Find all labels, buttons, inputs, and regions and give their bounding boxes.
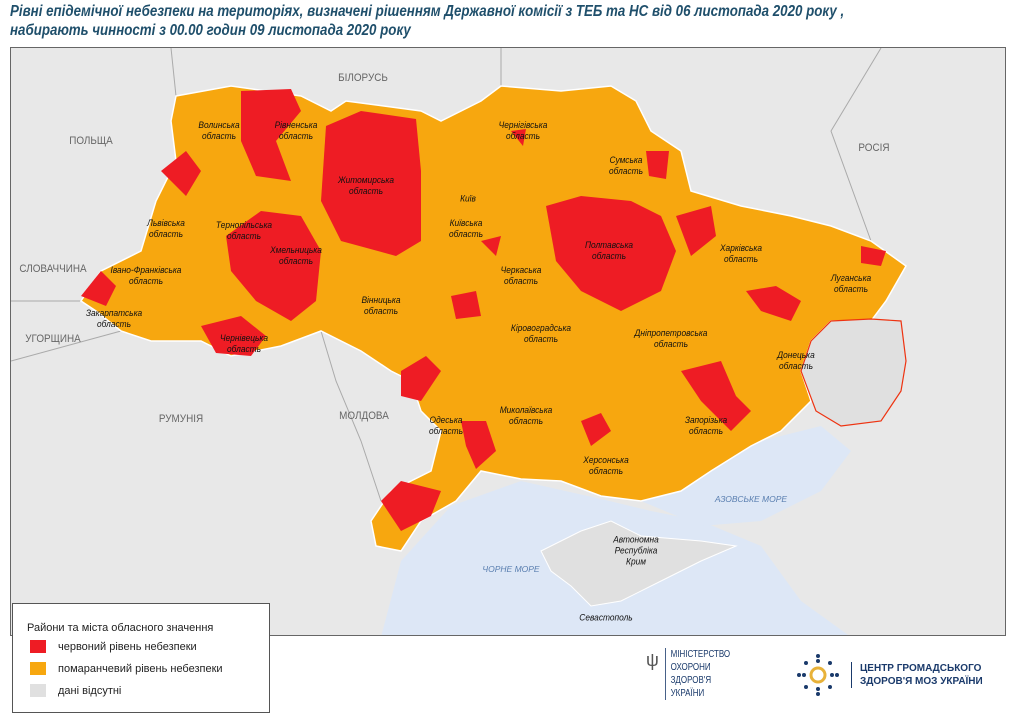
ukraine-territory <box>79 85 907 552</box>
red-zone <box>861 246 886 266</box>
red-zone <box>676 206 716 256</box>
red-zone <box>226 211 321 321</box>
moz-line: ОХОРОНИ <box>670 662 711 673</box>
orange-swatch <box>30 662 46 675</box>
red-swatch <box>30 640 46 653</box>
oblast-label: Полтавська область <box>584 240 634 262</box>
legend-title: Райони та міста обласного значення <box>27 622 214 634</box>
moz-line: УКРАЇНИ <box>670 688 705 699</box>
oblast-label: Чернівецька область <box>219 333 269 355</box>
oblast-label: Черкаська область <box>500 265 542 287</box>
oblast-label: Івано-Франківська область <box>110 265 182 287</box>
moz-line: ЗДОРОВ'Я <box>670 675 711 686</box>
oblast-label: Рівненська область <box>274 120 318 142</box>
red-zone <box>681 361 751 431</box>
cph-text: ЦЕНТР ГРОМАДСЬКОГО ЗДОРОВ'Я МОЗ УКРАЇНИ <box>851 662 983 688</box>
moz-logo: ψ МІНІСТЕРСТВО ОХОРОНИ ЗДОРОВ'Я УКРАЇНИ <box>646 648 746 700</box>
red-zone <box>401 356 441 401</box>
gray-swatch <box>30 684 46 697</box>
cph-emblem-icon <box>797 654 839 696</box>
red-zones <box>81 89 886 531</box>
oblast-label: Хмельницька область <box>270 245 322 267</box>
moz-line: МІНІСТЕРСТВО <box>670 649 731 660</box>
ukraine-map: БІЛОРУСЬ ПОЛЬЩА РОСІЯ СЛОВАЧЧИНА УГОРЩИН… <box>10 47 1006 636</box>
oblast-label: Вінницька область <box>361 295 401 317</box>
legend-item-no-data: дані відсутні <box>30 684 121 697</box>
oblast-label: Миколаївська область <box>499 405 553 427</box>
red-zone <box>201 316 266 356</box>
moz-text: МІНІСТЕРСТВО ОХОРОНИ ЗДОРОВ'Я УКРАЇНИ <box>664 648 731 700</box>
red-zone <box>481 236 501 256</box>
map-title: Рівні епідемічної небезпеки на територія… <box>10 2 844 40</box>
cph-line: ЗДОРОВ'Я МОЗ УКРАЇНИ <box>860 676 983 687</box>
map-svg <box>11 48 1005 635</box>
oblast-label: Одеська область <box>428 415 464 437</box>
red-zone <box>581 413 611 446</box>
oblast-label: Житомирська область <box>337 175 395 197</box>
oblast-label: Кіровоградська область <box>510 323 572 345</box>
oblast-label: Луганська область <box>830 273 872 295</box>
country-label: ПОЛЬЩА <box>69 135 113 147</box>
oblast-label: Закарпатська область <box>85 308 143 330</box>
red-zone <box>81 271 116 306</box>
oblast-label: Волинська область <box>198 120 240 142</box>
crimea-label: Автономна Республіка Крим <box>613 534 659 568</box>
legend: Райони та міста обласного значення черво… <box>12 603 270 713</box>
oblast-label: Запорізька область <box>684 415 728 437</box>
sevastopol-label: Севастополь <box>579 612 633 624</box>
red-zone <box>161 151 201 196</box>
red-zone <box>546 196 676 311</box>
red-zone <box>451 291 481 319</box>
country-label: УГОРЩИНА <box>25 333 81 345</box>
trident-icon: ψ <box>646 650 659 670</box>
country-borders <box>11 48 882 502</box>
oblast-label: Тернопільська область <box>215 220 273 242</box>
oblast-label: Чернігівська область <box>498 120 548 142</box>
sea-label: ЧОРНЕ МОРЕ <box>482 564 540 574</box>
country-label: МОЛДОВА <box>339 410 389 422</box>
country-label: СЛОВАЧЧИНА <box>19 263 87 275</box>
azov-sea <box>641 426 851 526</box>
country-label: РОСІЯ <box>858 142 890 154</box>
oblast-label: Донецька область <box>777 350 815 372</box>
no-data-east <box>800 318 907 427</box>
oblast-label: Сумська область <box>608 155 644 177</box>
legend-label: помаранчевий рівень небезпеки <box>58 662 223 675</box>
red-zone <box>321 111 421 256</box>
legend-label: червоний рівень небезпеки <box>58 640 197 653</box>
cph-logo: ЦЕНТР ГРОМАДСЬКОГО ЗДОРОВ'Я МОЗ УКРАЇНИ <box>795 652 983 698</box>
legend-label: дані відсутні <box>58 684 122 697</box>
oblast-label: Дніпропетровська область <box>634 328 708 350</box>
no-data-crimea <box>540 520 738 607</box>
oblast-label: Київська область <box>448 218 484 240</box>
country-label: БІЛОРУСЬ <box>338 72 388 84</box>
country-label: РУМУНІЯ <box>158 413 204 425</box>
red-zone <box>381 481 441 531</box>
kyiv-label: Київ <box>460 193 476 205</box>
oblast-label: Херсонська область <box>583 455 629 477</box>
red-zone <box>746 286 801 321</box>
oblast-label: Львівська область <box>147 218 185 240</box>
oblast-label: Харківська область <box>719 243 763 265</box>
legend-item-red: червоний рівень небезпеки <box>30 640 197 653</box>
red-zone <box>646 151 669 179</box>
red-zone <box>241 89 301 181</box>
sea-label: АЗОВСЬКЕ МОРЕ <box>714 494 788 504</box>
title-line-1: Рівні епідемічної небезпеки на територія… <box>10 3 845 20</box>
red-zone <box>461 421 496 469</box>
title-line-2: набирають чинності з 00.00 годин 09 лист… <box>10 22 411 39</box>
red-zone <box>511 129 526 146</box>
cph-line: ЦЕНТР ГРОМАДСЬКОГО <box>860 663 982 674</box>
legend-item-orange: помаранчевий рівень небезпеки <box>30 662 223 675</box>
